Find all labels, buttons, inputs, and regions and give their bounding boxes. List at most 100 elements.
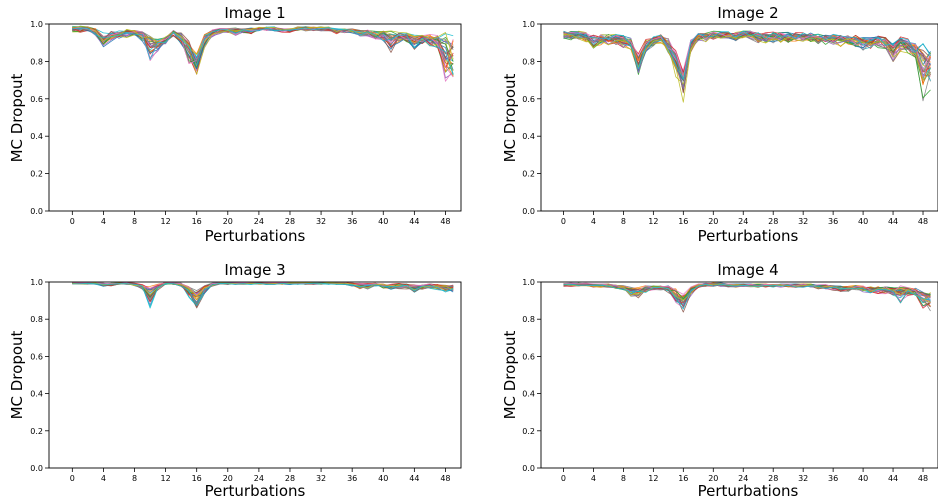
x-tick-label: 16 [192, 217, 202, 226]
y-axis-label: MC Dropout [501, 330, 519, 419]
x-tick-label: 48 [440, 474, 450, 483]
y-tick-label: 0.2 [30, 427, 43, 436]
subplot-title: Image 1 [224, 4, 285, 22]
x-tick-label: 36 [347, 217, 357, 226]
x-tick-label: 44 [409, 217, 419, 226]
x-tick-label: 32 [316, 217, 326, 226]
x-tick-label: 16 [678, 474, 688, 483]
x-tick-label: 0 [561, 474, 566, 483]
x-tick-label: 24 [254, 474, 264, 483]
x-tick-label: 12 [648, 474, 658, 483]
series-line-30 [563, 30, 931, 80]
y-tick-label: 0.0 [522, 464, 535, 473]
series-line-30 [72, 27, 454, 76]
x-tick-label: 12 [161, 217, 171, 226]
x-tick-label: 40 [378, 217, 388, 226]
x-tick-label: 12 [161, 474, 171, 483]
y-tick-label: 1.0 [522, 278, 535, 287]
plot-frame [540, 23, 938, 212]
x-tick-label: 16 [192, 474, 202, 483]
y-tick-label: 0.6 [522, 352, 535, 361]
y-tick-label: 0.0 [522, 207, 535, 216]
x-tick-label: 40 [858, 217, 868, 226]
x-tick-label: 44 [888, 474, 898, 483]
y-tick-label: 0.8 [522, 315, 535, 324]
y-tick-label: 1.0 [522, 20, 535, 29]
x-tick-label: 16 [678, 217, 688, 226]
x-tick-label: 20 [223, 217, 233, 226]
x-tick-label: 40 [378, 474, 388, 483]
y-tick-label: 1.0 [30, 20, 43, 29]
x-tick-label: 44 [888, 217, 898, 226]
x-tick-label: 40 [858, 474, 868, 483]
y-tick-label: 0.4 [522, 132, 535, 141]
y-tick-label: 0.8 [30, 57, 43, 66]
plot-frame [540, 281, 938, 469]
series-line-24 [72, 282, 454, 296]
x-tick-label: 4 [101, 474, 106, 483]
y-tick-label: 0.4 [30, 132, 43, 141]
x-tick-label: 28 [285, 474, 295, 483]
x-tick-label: 8 [132, 474, 137, 483]
series-group [72, 25, 454, 82]
series-line-30 [72, 282, 454, 309]
x-tick-label: 36 [828, 474, 838, 483]
x-tick-label: 24 [738, 217, 748, 226]
series-line-27 [563, 31, 931, 78]
subplot-image-4: Image 4 Perturbations MC Dropout 0 4 8 12 16… [501, 261, 938, 500]
x-tick-label: 20 [223, 474, 233, 483]
y-tick-label: 0.8 [30, 315, 43, 324]
x-tick-label: 20 [708, 217, 718, 226]
x-tick-label: 48 [918, 474, 928, 483]
x-axis-label: Perturbations [698, 227, 799, 245]
subplot-image-1: Image 1 Perturbations MC Dropout 0 4 8 12 16… [8, 4, 462, 245]
series-group [563, 282, 931, 313]
x-tick-label: 36 [347, 474, 357, 483]
y-tick-label: 0.0 [30, 207, 43, 216]
x-tick-label: 32 [798, 217, 808, 226]
x-tick-label: 12 [648, 217, 658, 226]
series-group [563, 30, 931, 103]
y-tick-label: 0.0 [30, 464, 43, 473]
y-tick-label: 0.2 [522, 427, 535, 436]
x-tick-label: 32 [798, 474, 808, 483]
x-tick-label: 0 [70, 474, 75, 483]
y-tick-label: 0.4 [30, 390, 43, 399]
x-tick-label: 28 [285, 217, 295, 226]
y-tick-label: 0.2 [522, 170, 535, 179]
y-axis-label: MC Dropout [8, 330, 26, 419]
y-tick-label: 0.6 [522, 95, 535, 104]
x-tick-label: 8 [621, 474, 626, 483]
x-tick-label: 0 [561, 217, 566, 226]
y-axis-label: MC Dropout [501, 73, 519, 162]
x-tick-label: 28 [768, 217, 778, 226]
x-tick-label: 0 [70, 217, 75, 226]
series-line-29 [563, 33, 931, 103]
x-tick-label: 20 [708, 474, 718, 483]
y-tick-label: 0.6 [30, 95, 43, 104]
subplot-image-3: Image 3 Perturbations MC Dropout 0 4 8 12 16… [8, 261, 462, 500]
x-axis-label: Perturbations [205, 482, 306, 500]
x-axis-label: Perturbations [698, 482, 799, 500]
plot-frame [48, 23, 462, 212]
series-line-30 [563, 283, 931, 310]
x-tick-label: 36 [828, 217, 838, 226]
subplot-title: Image 2 [717, 4, 778, 22]
x-tick-label: 24 [254, 217, 264, 226]
x-tick-label: 28 [768, 474, 778, 483]
subplot-image-2: Image 2 Perturbations MC Dropout 0 4 8 12 16… [501, 4, 938, 245]
x-tick-label: 48 [440, 217, 450, 226]
subplot-title: Image 4 [717, 261, 778, 279]
y-tick-label: 0.6 [30, 352, 43, 361]
x-tick-label: 8 [132, 217, 137, 226]
subplot-title: Image 3 [224, 261, 285, 279]
series-line-29 [72, 26, 454, 60]
series-group [72, 281, 454, 309]
x-tick-label: 4 [591, 217, 596, 226]
y-tick-label: 1.0 [30, 278, 43, 287]
x-tick-label: 8 [621, 217, 626, 226]
y-tick-label: 0.2 [30, 170, 43, 179]
x-tick-label: 48 [918, 217, 928, 226]
x-tick-label: 44 [409, 474, 419, 483]
